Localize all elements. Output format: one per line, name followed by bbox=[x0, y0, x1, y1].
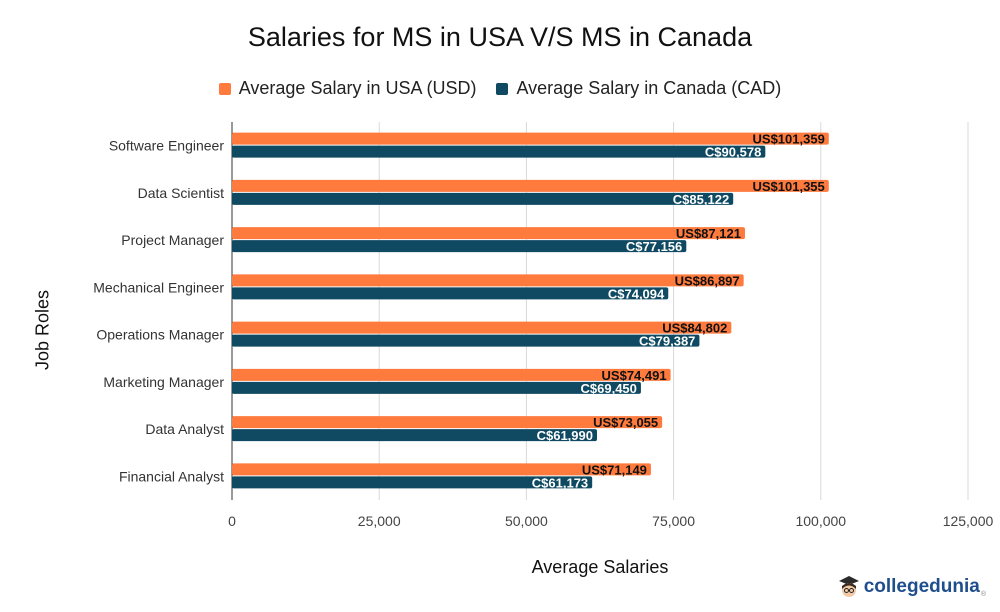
bar-canada bbox=[232, 192, 734, 205]
x-tick-label: 50,000 bbox=[505, 513, 548, 529]
data-label-canada: C$85,122 bbox=[673, 192, 729, 207]
data-label-usa: US$73,055 bbox=[593, 415, 658, 430]
category-label: Marketing Manager bbox=[103, 374, 224, 390]
bar-usa bbox=[232, 179, 829, 192]
category-label: Data Scientist bbox=[138, 185, 224, 201]
bar-usa bbox=[232, 132, 829, 145]
data-label-canada: C$79,387 bbox=[639, 334, 695, 349]
bar-canada bbox=[232, 476, 593, 489]
bar-usa bbox=[232, 463, 651, 476]
category-labels: Software Engineer Data Scientist Project M… bbox=[93, 138, 224, 485]
category-label: Mechanical Engineer bbox=[93, 279, 224, 295]
bar-usa bbox=[232, 368, 671, 381]
legend: Average Salary in USA (USD) Average Sala… bbox=[0, 78, 1000, 99]
x-tick-label: 125,000 bbox=[943, 513, 994, 529]
bar-usa bbox=[232, 321, 732, 334]
data-label-canada: C$61,173 bbox=[532, 475, 588, 490]
bar-usa bbox=[232, 227, 745, 240]
legend-label-canada: Average Salary in Canada (CAD) bbox=[516, 78, 782, 98]
bar-canada bbox=[232, 287, 669, 300]
x-tick-label: 25,000 bbox=[358, 513, 401, 529]
bar-usa bbox=[232, 416, 663, 429]
x-tick-label: 0 bbox=[228, 513, 236, 529]
chart-title: Salaries for MS in USA V/S MS in Canada bbox=[247, 22, 753, 52]
category-label: Operations Manager bbox=[96, 327, 224, 343]
graduate-avatar-icon bbox=[834, 573, 863, 601]
data-label-canada: C$74,094 bbox=[608, 286, 665, 301]
category-label: Software Engineer bbox=[109, 138, 225, 154]
data-label-usa: US$101,359 bbox=[753, 132, 825, 147]
category-label: Project Manager bbox=[121, 232, 224, 248]
data-label-usa: US$74,491 bbox=[602, 368, 667, 383]
logo-text: collegedunia bbox=[863, 576, 980, 597]
x-tick-label: 75,000 bbox=[652, 513, 695, 529]
data-label-usa: US$87,121 bbox=[676, 226, 741, 241]
legend-item-canada: Average Salary in Canada (CAD) bbox=[496, 78, 781, 99]
data-label-usa: US$86,897 bbox=[675, 273, 740, 288]
data-label-usa: US$71,149 bbox=[582, 462, 647, 477]
data-label-usa: US$84,802 bbox=[662, 321, 727, 336]
category-label: Data Analyst bbox=[145, 421, 224, 437]
bar-canada bbox=[232, 429, 597, 442]
data-label-canada: C$61,990 bbox=[537, 428, 593, 443]
y-axis-title: Job Roles bbox=[32, 289, 53, 371]
collegedunia-logo: collegedunia ® bbox=[834, 572, 986, 602]
grid-lines bbox=[231, 122, 969, 500]
bar-canada bbox=[232, 334, 700, 347]
legend-item-usa: Average Salary in USA (USD) bbox=[218, 78, 477, 99]
bar-canada bbox=[232, 240, 687, 253]
category-label: Financial Analyst bbox=[119, 468, 224, 484]
x-tick-labels: 0 25,000 50,000 75,000 100,000 125,000 bbox=[228, 513, 993, 529]
x-axis-title: Average Salaries bbox=[531, 557, 669, 577]
data-label-canada: C$90,578 bbox=[705, 145, 761, 160]
bars bbox=[232, 132, 829, 489]
x-tick-label: 100,000 bbox=[795, 513, 846, 529]
bar-usa bbox=[232, 274, 744, 287]
legend-swatch-canada bbox=[496, 82, 509, 95]
data-label-canada: C$69,450 bbox=[581, 381, 637, 396]
data-label-canada: C$77,156 bbox=[626, 239, 682, 254]
bar-canada bbox=[232, 145, 766, 158]
bar-canada bbox=[232, 381, 641, 394]
data-label-usa: US$101,355 bbox=[752, 179, 824, 194]
logo-suffix: ® bbox=[980, 591, 986, 598]
legend-swatch-usa bbox=[218, 82, 231, 95]
legend-label-usa: Average Salary in USA (USD) bbox=[238, 78, 477, 98]
